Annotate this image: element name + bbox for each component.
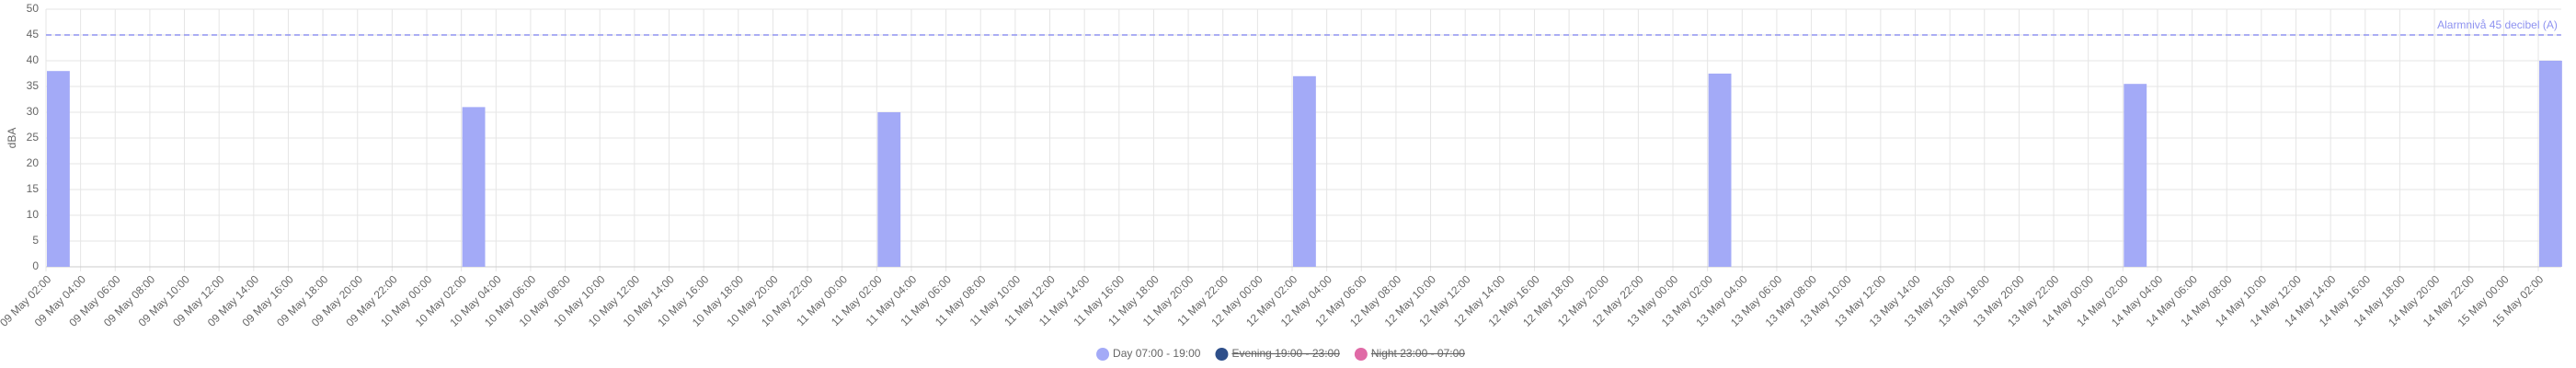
legend: Day 07:00 - 19:00 Evening 19:00 - 23:00 Ni…	[1096, 347, 1465, 361]
y-tick-label: 40	[27, 53, 40, 66]
y-tick-label: 10	[27, 208, 40, 221]
legend-marker	[1215, 348, 1229, 361]
bar	[462, 107, 486, 268]
y-tick-label: 15	[27, 182, 40, 195]
legend-label: Evening 19:00 - 23:00	[1231, 347, 1340, 360]
legend-marker	[1096, 348, 1110, 361]
y-tick-label: 30	[27, 105, 40, 118]
y-tick-label: 20	[27, 156, 40, 169]
y-tick-label: 25	[27, 131, 40, 144]
y-tick-label: 5	[32, 234, 39, 247]
y-tick-label: 0	[32, 259, 39, 272]
y-axis-label: dBA	[6, 128, 18, 149]
legend-label: Day 07:00 - 19:00	[1113, 347, 1201, 360]
legend-marker	[1354, 348, 1368, 361]
y-tick-label: 35	[27, 79, 40, 92]
bar	[47, 71, 70, 267]
bar	[1293, 75, 1316, 267]
bar	[877, 112, 901, 267]
bar	[2539, 61, 2562, 267]
y-tick-label: 45	[27, 28, 40, 40]
threshold-label: Alarmnivå 45 decibel (A)	[2437, 18, 2558, 31]
y-tick-label: 50	[27, 2, 40, 15]
bar	[1708, 74, 1732, 267]
bar	[2124, 84, 2147, 267]
legend-label: Night 23:00 - 07:00	[1371, 347, 1465, 360]
